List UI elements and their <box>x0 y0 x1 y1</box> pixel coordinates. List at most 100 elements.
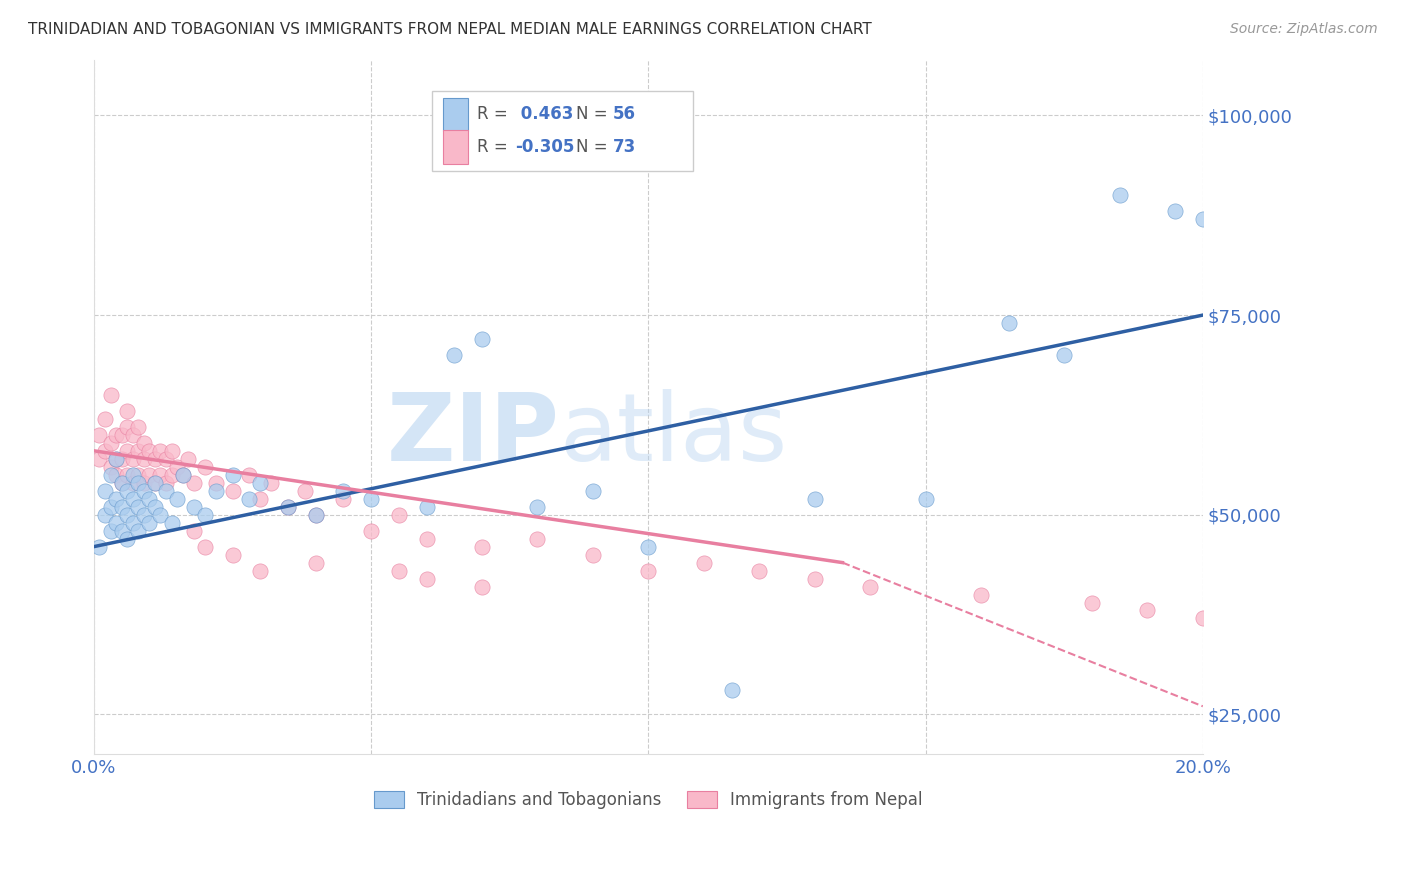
Point <box>105 467 128 482</box>
FancyBboxPatch shape <box>443 130 468 164</box>
Point <box>194 508 217 522</box>
Point <box>249 491 271 506</box>
Point <box>859 580 882 594</box>
Text: 56: 56 <box>613 105 636 123</box>
Point <box>132 508 155 522</box>
Point <box>238 467 260 482</box>
Point <box>89 451 111 466</box>
Text: TRINIDADIAN AND TOBAGONIAN VS IMMIGRANTS FROM NEPAL MEDIAN MALE EARNINGS CORRELA: TRINIDADIAN AND TOBAGONIAN VS IMMIGRANTS… <box>28 22 872 37</box>
Point <box>1164 204 1187 219</box>
Point <box>127 443 149 458</box>
Point <box>415 572 437 586</box>
Point <box>1081 595 1104 609</box>
Point <box>221 467 243 482</box>
Point <box>582 483 605 498</box>
Point <box>121 516 143 530</box>
Point <box>143 475 166 490</box>
Point <box>172 467 194 482</box>
Point <box>121 451 143 466</box>
Point <box>637 540 659 554</box>
Point <box>100 388 122 402</box>
Point <box>121 467 143 482</box>
Point <box>194 540 217 554</box>
Point <box>803 572 825 586</box>
Point <box>138 467 160 482</box>
Point <box>166 459 188 474</box>
Point <box>172 467 194 482</box>
Point <box>1192 611 1215 625</box>
Point <box>143 451 166 466</box>
Point <box>105 451 128 466</box>
Point <box>127 524 149 538</box>
Point <box>94 508 117 522</box>
Point <box>115 404 138 418</box>
Point <box>105 491 128 506</box>
Point <box>155 483 177 498</box>
Point <box>360 524 382 538</box>
Point <box>160 443 183 458</box>
Point <box>111 451 134 466</box>
Point <box>138 491 160 506</box>
Point <box>127 467 149 482</box>
Point <box>100 435 122 450</box>
Point <box>249 475 271 490</box>
Point <box>415 500 437 514</box>
Point <box>471 580 494 594</box>
Point <box>121 475 143 490</box>
Point <box>471 332 494 346</box>
Point <box>115 467 138 482</box>
Point <box>526 500 548 514</box>
Point <box>332 491 354 506</box>
Point <box>205 475 228 490</box>
Point <box>132 483 155 498</box>
Point <box>177 451 200 466</box>
FancyBboxPatch shape <box>443 98 468 131</box>
Point <box>115 508 138 522</box>
Point <box>155 451 177 466</box>
Point <box>183 500 205 514</box>
Point <box>149 467 172 482</box>
Point <box>238 491 260 506</box>
Point <box>115 443 138 458</box>
Point <box>160 467 183 482</box>
Point <box>138 443 160 458</box>
Point <box>221 548 243 562</box>
Point <box>105 516 128 530</box>
Point <box>388 508 411 522</box>
Point <box>637 564 659 578</box>
Point <box>143 500 166 514</box>
Point <box>115 420 138 434</box>
Point <box>127 420 149 434</box>
Point <box>89 540 111 554</box>
Point <box>149 443 172 458</box>
Point <box>205 483 228 498</box>
Legend: Trinidadians and Tobagonians, Immigrants from Nepal: Trinidadians and Tobagonians, Immigrants… <box>367 784 929 815</box>
Point <box>127 500 149 514</box>
Point <box>160 516 183 530</box>
Point <box>149 508 172 522</box>
Point <box>115 532 138 546</box>
Text: R =: R = <box>477 105 513 123</box>
Point <box>1192 212 1215 227</box>
Point <box>970 588 993 602</box>
Point <box>105 427 128 442</box>
Point <box>997 316 1019 330</box>
Point <box>305 508 328 522</box>
Point <box>260 475 283 490</box>
Point <box>443 348 465 362</box>
Point <box>183 524 205 538</box>
Point <box>166 491 188 506</box>
Point <box>100 524 122 538</box>
Point <box>111 427 134 442</box>
Point <box>914 491 936 506</box>
Point <box>693 556 716 570</box>
Point <box>132 475 155 490</box>
Text: ZIP: ZIP <box>387 389 560 481</box>
Point <box>360 491 382 506</box>
Text: N =: N = <box>576 138 613 156</box>
Text: R =: R = <box>477 138 513 156</box>
Point <box>94 483 117 498</box>
Point <box>155 475 177 490</box>
Point <box>111 524 134 538</box>
Point <box>1136 603 1159 617</box>
